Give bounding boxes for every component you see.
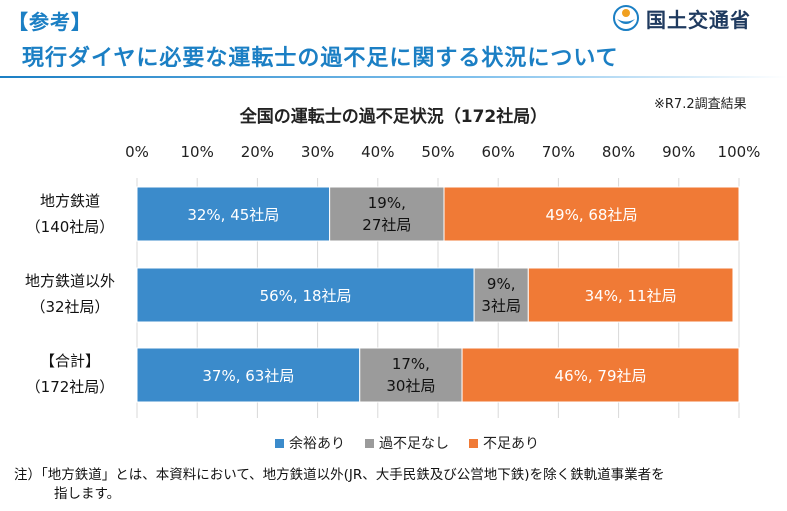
row-label-regional-count: （140社局）: [25, 218, 115, 236]
row-label-total-name: 【合計】: [39, 352, 100, 370]
bar-no-gap: [329, 186, 445, 242]
bar-data-label: 17%,: [392, 355, 430, 373]
bar-data-label: 27社局: [362, 216, 411, 234]
x-tick-label: 10%: [181, 143, 214, 161]
bar-data-label: 30社局: [386, 377, 435, 395]
footnote-line2: 指します。: [54, 486, 121, 502]
x-tick-label: 80%: [602, 143, 635, 161]
bar-surplus: [136, 186, 331, 242]
x-tick-label: 50%: [421, 143, 454, 161]
bar-data-label: 3社局: [481, 297, 521, 315]
org-name: 国土交通省: [646, 7, 751, 32]
x-tick-label: 40%: [361, 143, 394, 161]
bar-surplus: [136, 267, 475, 323]
x-tick-label: 30%: [301, 143, 334, 161]
row-label-total-count: （172社局）: [25, 378, 115, 396]
bar-data-label: 19%,: [368, 194, 406, 212]
bar-data-label: 32%, 45社局: [187, 206, 279, 224]
bar-data-label: 34%, 11社局: [585, 287, 677, 305]
bar-data-label: 49%, 68社局: [546, 206, 638, 224]
bar-no-gap: [359, 347, 463, 403]
page-title: 現行ダイヤに必要な運転士の過不足に関する状況について: [22, 46, 619, 71]
row-label-non-regional-name: 地方鉄道以外: [24, 272, 115, 290]
x-tick-label: 70%: [542, 143, 575, 161]
x-tick-label: 100%: [718, 143, 761, 161]
bar-shortage: [527, 267, 734, 323]
legend-label-shortage: 不足あり: [483, 436, 539, 452]
row-label-total: 【合計】 （172社局）: [10, 348, 130, 400]
row-label-regional: 地方鉄道 （140社局）: [10, 188, 130, 240]
org-logo: 国土交通省: [612, 2, 751, 34]
legend-swatch-no-gap: [365, 439, 374, 448]
bar-shortage: [443, 186, 740, 242]
row-label-regional-name: 地方鉄道: [39, 192, 100, 210]
x-tick-label: 20%: [241, 143, 274, 161]
row-label-non-regional-count: （32社局）: [30, 298, 110, 316]
reference-tag: 【参考】: [8, 10, 92, 34]
bar-data-label: 56%, 18社局: [260, 287, 352, 305]
legend-label-surplus: 余裕あり: [289, 435, 345, 452]
header: 【参考】 現行ダイヤに必要な運転士の過不足に関する状況について 国土交通省: [0, 0, 787, 84]
legend-swatch-surplus: [275, 439, 284, 448]
legend-swatch-shortage: [469, 439, 478, 448]
bar-shortage: [461, 347, 740, 403]
footnote: 注）「地方鉄道」とは、本資料において、地方鉄道以外(JR、大手民鉄及び公営地下鉄…: [14, 466, 774, 504]
bar-data-label: 9%,: [487, 275, 516, 293]
bar-surplus: [136, 347, 361, 403]
source-note: ※R7.2調査結果: [654, 97, 747, 112]
title-underline: [0, 76, 787, 78]
x-tick-label: 0%: [125, 143, 149, 161]
bar-data-label: 37%, 63社局: [202, 367, 294, 385]
row-label-non-regional: 地方鉄道以外 （32社局）: [10, 268, 130, 320]
legend-label-no-gap: 過不足なし: [379, 436, 449, 452]
mlit-logo-icon: [613, 5, 639, 31]
bar-data-label: 46%, 79社局: [555, 367, 647, 385]
x-tick-label: 90%: [662, 143, 695, 161]
x-tick-label: 60%: [482, 143, 515, 161]
bar-no-gap: [473, 267, 529, 323]
chart-title: 全国の運転士の過不足状況（172社局）: [239, 107, 548, 127]
footnote-line1: 注）「地方鉄道」とは、本資料において、地方鉄道以外(JR、大手民鉄及び公営地下鉄…: [14, 467, 665, 483]
